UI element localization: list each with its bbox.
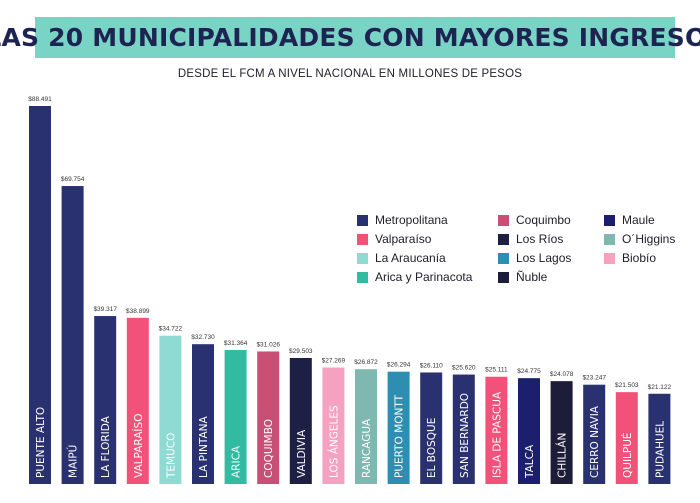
legend-swatch — [498, 233, 509, 245]
bar — [648, 393, 671, 484]
chart-title: LAS 20 MUNICIPALIDADES CON MAYORES INGRE… — [0, 23, 700, 52]
category-label: LA FLORIDA — [100, 415, 112, 478]
legend-item: O´Higgins — [604, 232, 675, 246]
legend-swatch — [498, 271, 509, 283]
value-label: $26.294 — [387, 362, 411, 369]
value-label: $39.317 — [93, 306, 117, 313]
category-label: RANCAGUA — [361, 418, 373, 478]
value-label: $25.620 — [452, 365, 476, 372]
legend-label: Arica y Parinacota — [375, 270, 473, 284]
bar — [126, 317, 149, 484]
value-label: $69.754 — [61, 176, 85, 183]
value-label: $24.775 — [517, 368, 541, 375]
legend-swatch — [498, 214, 509, 226]
bar — [94, 316, 117, 484]
legend-swatch — [357, 214, 368, 226]
category-label: VALDIVIA — [296, 429, 308, 478]
bar — [452, 374, 475, 484]
legend-item: Maule — [604, 213, 655, 227]
bar — [420, 372, 443, 484]
bar — [289, 357, 312, 484]
category-label: MAIPÚ — [67, 445, 80, 478]
bar — [322, 367, 345, 484]
legend-item: Ñuble — [498, 270, 547, 284]
value-label: $25.111 — [485, 367, 508, 374]
bar — [29, 106, 51, 484]
legend-label: Maule — [622, 213, 655, 227]
value-label: $31.364 — [224, 340, 248, 347]
legend-swatch — [357, 252, 368, 264]
value-label: $24.078 — [550, 371, 574, 378]
legend-swatch — [604, 214, 615, 226]
legend-label: La Araucanía — [375, 251, 446, 265]
category-label: TEMUCO — [165, 433, 177, 479]
category-label: EL BOSQUE — [426, 418, 438, 478]
category-label: SAN BERNARDO — [459, 393, 471, 478]
bar — [615, 392, 638, 484]
legend-item: La Araucanía — [357, 251, 446, 265]
legend-label: Coquimbo — [516, 213, 571, 227]
value-label: $32.730 — [191, 334, 215, 341]
legend-item: Biobío — [604, 251, 656, 265]
value-label: $34.722 — [159, 326, 183, 333]
bar — [387, 371, 410, 484]
bar — [485, 376, 508, 484]
value-label: $31.026 — [256, 341, 280, 348]
bar — [583, 384, 606, 484]
value-label: $29.503 — [289, 348, 313, 355]
category-label: PUERTO MONTT — [394, 394, 406, 478]
category-label: TALCA — [524, 444, 536, 479]
value-label: $26.872 — [354, 359, 378, 366]
category-label: QUILPUÉ — [621, 432, 634, 478]
value-label: $21.122 — [648, 384, 672, 391]
category-label: COQUIMBO — [263, 419, 275, 478]
category-label: PUDAHUEL — [654, 421, 666, 478]
category-label: VALPARAÍSO — [132, 414, 145, 478]
value-label: $26.110 — [420, 362, 443, 369]
legend-item: Valparaíso — [357, 232, 431, 246]
value-label: $88.491 — [28, 96, 52, 103]
value-label: $23.247 — [582, 375, 606, 382]
legend-label: Los Lagos — [516, 251, 572, 265]
category-label: ISLA DE PASCUA — [491, 391, 503, 478]
category-label: LOS ÁNGELES — [327, 405, 340, 478]
value-label: $27.269 — [322, 358, 346, 365]
legend-swatch — [357, 233, 368, 245]
bar — [224, 350, 247, 484]
legend-item: Metropolitana — [357, 213, 448, 227]
title-banner: LAS 20 MUNICIPALIDADES CON MAYORES INGRE… — [0, 17, 700, 58]
bar — [550, 381, 573, 484]
category-label: PUENTE ALTO — [35, 407, 47, 478]
legend-item: Los Lagos — [498, 251, 571, 265]
legend-swatch — [498, 252, 509, 264]
category-label: ARICA — [231, 445, 243, 478]
legend-swatch — [604, 233, 615, 245]
legend-label: Ñuble — [516, 270, 548, 284]
value-label: $21.503 — [615, 382, 639, 389]
legend-item: Coquimbo — [498, 213, 571, 227]
legend-label: Valparaíso — [375, 232, 432, 246]
category-label: CERRO NAVIA — [589, 405, 601, 478]
legend-label: Los Ríos — [516, 232, 564, 246]
legend-label: Biobío — [622, 251, 657, 265]
legend-swatch — [604, 252, 615, 264]
bar — [257, 351, 280, 484]
category-label: LA PINTANA — [198, 415, 210, 478]
category-label: CHILLÁN — [556, 433, 569, 478]
legend-label: O´Higgins — [622, 232, 676, 246]
legend-item: Arica y Parinacota — [357, 270, 472, 284]
value-label: $38.899 — [126, 308, 150, 315]
chart-subtitle: DESDE EL FCM A NIVEL NACIONAL EN MILLONE… — [177, 68, 523, 80]
bar — [518, 378, 540, 484]
bar — [159, 335, 182, 484]
legend-swatch — [357, 271, 368, 283]
legend: Metropolitana Coquimbo Maule Valparaíso Los … — [357, 213, 687, 285]
legend-item: Los Ríos — [498, 232, 563, 246]
bar — [355, 369, 377, 484]
bar — [192, 344, 214, 484]
bar — [61, 186, 84, 484]
legend-label: Metropolitana — [375, 213, 448, 227]
